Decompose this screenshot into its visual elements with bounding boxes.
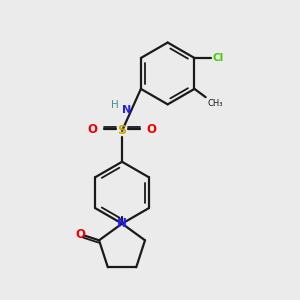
Text: O: O: [88, 123, 98, 136]
Text: O: O: [75, 228, 85, 241]
Text: N: N: [122, 105, 131, 115]
Text: N: N: [117, 217, 127, 230]
Text: O: O: [146, 123, 157, 136]
Text: S: S: [118, 124, 127, 137]
Text: H: H: [111, 100, 119, 110]
Text: CH₃: CH₃: [208, 99, 223, 108]
Text: Cl: Cl: [213, 53, 224, 63]
